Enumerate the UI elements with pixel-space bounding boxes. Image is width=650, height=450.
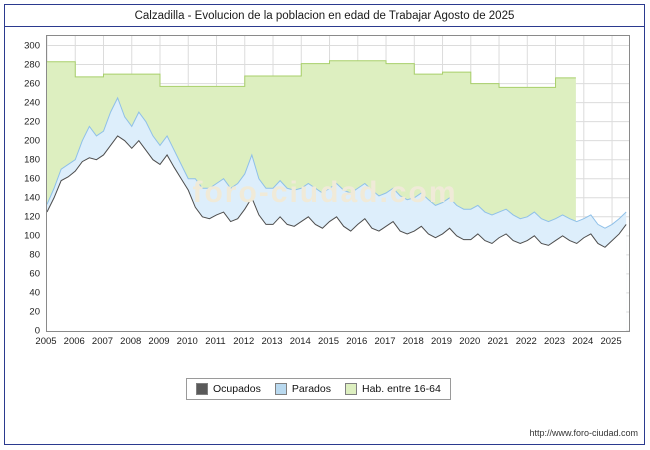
legend-label-habitantes: Hab. entre 16-64 bbox=[361, 383, 441, 395]
y-tick-label: 120 bbox=[24, 211, 40, 223]
legend-swatch-ocupados bbox=[196, 383, 208, 395]
x-tick-label: 2007 bbox=[91, 336, 114, 347]
chart-plot-area bbox=[46, 35, 630, 332]
legend-label-ocupados: Ocupados bbox=[213, 383, 261, 395]
x-tick-label: 2012 bbox=[233, 336, 255, 347]
x-tick-label: 2016 bbox=[346, 336, 368, 347]
y-tick-label: 20 bbox=[29, 306, 40, 318]
x-tick-label: 2022 bbox=[515, 336, 537, 347]
footer-url: http://www.foro-ciudad.com bbox=[529, 428, 638, 438]
y-tick-label: 80 bbox=[29, 249, 40, 261]
x-tick-label: 2019 bbox=[430, 336, 453, 347]
y-tick-label: 280 bbox=[24, 59, 40, 71]
y-tick-label: 40 bbox=[29, 287, 40, 299]
y-tick-label: 300 bbox=[24, 40, 40, 52]
y-tick-label: 200 bbox=[24, 135, 40, 147]
y-tick-label: 220 bbox=[24, 116, 40, 128]
y-axis-labels: 0 20 40 60 80 100 120 140 160 180 200 220 240 260 280 3… bbox=[0, 35, 44, 336]
title-bar: Calzadilla - Evolucion de la poblacion e… bbox=[5, 5, 644, 27]
x-tick-label: 2017 bbox=[374, 336, 396, 347]
legend-item: Parados bbox=[274, 383, 331, 395]
y-tick-label: 0 bbox=[34, 325, 40, 337]
legend-swatch-parados bbox=[274, 383, 287, 395]
page-title: Calzadilla - Evolucion de la poblacion e… bbox=[134, 9, 515, 22]
legend-label-parados: Parados bbox=[291, 383, 331, 395]
x-tick-label: 2024 bbox=[572, 336, 594, 347]
y-tick-label: 60 bbox=[29, 268, 40, 280]
chart-legend: Ocupados Parados Hab. entre 16-64 bbox=[186, 378, 451, 400]
x-tick-label: 2015 bbox=[317, 336, 340, 347]
x-tick-label: 2009 bbox=[148, 336, 170, 347]
x-tick-label: 2025 bbox=[600, 336, 622, 347]
y-tick-label: 180 bbox=[24, 154, 40, 166]
y-tick-label: 160 bbox=[24, 173, 40, 185]
y-tick-label: 240 bbox=[24, 97, 40, 109]
x-tick-label: 2018 bbox=[402, 336, 424, 347]
y-tick-label: 140 bbox=[24, 192, 40, 204]
x-tick-label: 2021 bbox=[487, 336, 509, 347]
x-tick-label: 2008 bbox=[120, 336, 142, 347]
chart-plot-wrapper bbox=[46, 35, 630, 332]
legend-item: Hab. entre 16-64 bbox=[344, 383, 441, 395]
y-tick-label: 260 bbox=[24, 78, 40, 90]
legend-swatch-habitantes bbox=[344, 383, 357, 395]
x-tick-label: 2014 bbox=[289, 336, 311, 347]
x-axis-labels: 2005 2006 2007 2008 2009 2010 2011 2012 2013 2014… bbox=[35, 334, 630, 360]
chart-svg bbox=[47, 36, 629, 331]
x-tick-label: 2023 bbox=[543, 336, 566, 347]
x-tick-label: 2013 bbox=[261, 336, 283, 347]
x-tick-label: 2010 bbox=[176, 336, 198, 347]
window-frame bbox=[4, 4, 645, 445]
x-tick-label: 2005 bbox=[35, 336, 57, 347]
x-tick-label: 2020 bbox=[459, 336, 481, 347]
legend-item: Ocupados bbox=[196, 383, 261, 395]
x-tick-label: 2011 bbox=[205, 336, 226, 347]
x-tick-label: 2006 bbox=[63, 336, 85, 347]
y-tick-label: 100 bbox=[24, 230, 40, 242]
